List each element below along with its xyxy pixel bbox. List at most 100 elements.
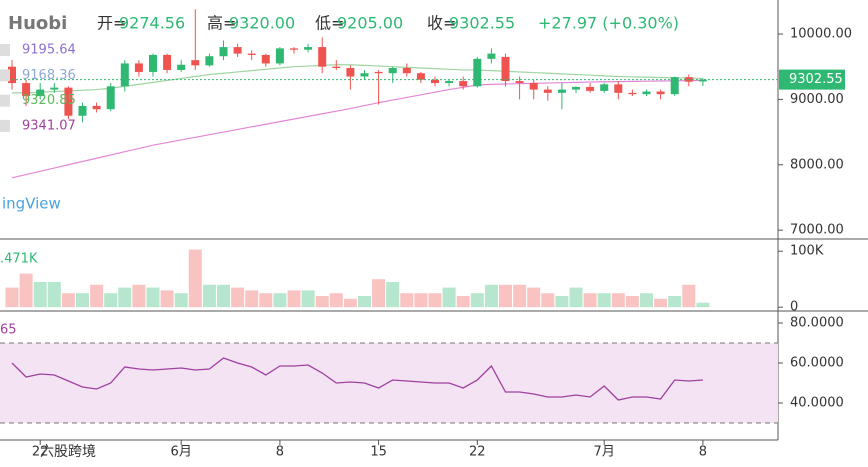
- volume-bar: [217, 284, 230, 308]
- candle-body: [614, 84, 623, 93]
- indicator-value: 9320.85: [22, 93, 76, 108]
- volume-bar: [414, 293, 428, 308]
- candle-body: [628, 92, 637, 95]
- volume-bar: [104, 293, 118, 308]
- moving-average: [12, 64, 703, 94]
- candle-body: [92, 105, 101, 110]
- candle-body: [459, 81, 468, 87]
- moving-average: [11, 79, 703, 179]
- candle-body: [600, 84, 609, 91]
- x-tick-label: 8: [699, 445, 707, 460]
- volume-bar: [132, 284, 146, 308]
- exchange-name: Huobi: [8, 13, 67, 34]
- volume-bar: [569, 287, 583, 308]
- volume-bar: [583, 293, 597, 308]
- volume-bar: [259, 293, 273, 308]
- volume-bar: [470, 293, 484, 308]
- volume-bar: [386, 282, 400, 308]
- volume-bar: [315, 296, 329, 308]
- volume-bar: [654, 298, 668, 308]
- candle-body: [64, 87, 73, 116]
- y-tick-label: 0: [790, 300, 798, 315]
- x-tick-label: 8: [276, 445, 284, 460]
- candle-body: [515, 81, 524, 84]
- volume-bar: [372, 279, 386, 308]
- candle-body: [8, 66, 16, 84]
- volume-bar: [597, 293, 611, 308]
- y-tick-label: 10000.00: [790, 27, 852, 42]
- volume-bar: [146, 287, 160, 308]
- volume-value: .471K: [0, 252, 38, 267]
- candle-body: [670, 77, 679, 95]
- volume-bar: [329, 293, 343, 308]
- volume-bar: [499, 284, 512, 308]
- volume-bar: [61, 293, 75, 308]
- candle-body: [219, 47, 228, 57]
- ohlc-label: 低=: [315, 14, 344, 33]
- y-tick-label: 40.0000: [790, 396, 844, 411]
- x-tick-label: 22: [32, 445, 49, 460]
- volume-bar: [273, 293, 287, 308]
- indicator-value: 9168.36: [22, 68, 76, 83]
- x-tick-label: 6月: [171, 445, 192, 460]
- candle-body: [557, 89, 566, 93]
- candle-body: [501, 56, 510, 82]
- indicator-value: 9195.64: [22, 43, 76, 58]
- indicator-icon: [0, 94, 10, 107]
- last-price-label: 9302.55: [789, 72, 843, 87]
- candle-body: [233, 47, 242, 54]
- ohlc-label: 收=: [427, 14, 456, 33]
- candle-body: [529, 83, 538, 90]
- ohlc-label: 高=: [207, 14, 236, 33]
- candle-body: [388, 68, 397, 74]
- volume-bar: [5, 287, 19, 308]
- volume-bar: [513, 284, 527, 308]
- volume-bar: [245, 290, 259, 308]
- candle-body: [402, 68, 411, 74]
- volume-bar: [625, 296, 639, 308]
- y-tick-label: 100K: [790, 244, 824, 259]
- candle-body: [346, 68, 355, 77]
- volume-bar: [555, 296, 569, 308]
- volume-bar: [400, 293, 414, 308]
- candle-body: [149, 54, 157, 72]
- y-tick-label: 8000.00: [790, 157, 844, 172]
- volume-bar: [188, 249, 202, 308]
- ohlc-value: 9320.00: [229, 14, 295, 33]
- volume-bar: [160, 290, 174, 308]
- volume-bar: [343, 298, 357, 308]
- candle-body: [698, 79, 707, 82]
- candle-body: [360, 73, 369, 77]
- candle-body: [543, 89, 552, 93]
- volume-bar: [19, 273, 33, 308]
- candle-body: [163, 54, 172, 70]
- candle-body: [572, 86, 580, 90]
- indicator-value: 9341.07: [22, 118, 76, 133]
- y-tick-label: 7000.00: [790, 223, 844, 238]
- volume-bar: [202, 284, 216, 308]
- candle-body: [431, 79, 439, 84]
- ohlc-label: 开=: [97, 14, 126, 33]
- y-tick-label: 60.0000: [790, 356, 844, 371]
- candle-body: [134, 63, 143, 72]
- volume-bar: [358, 296, 371, 308]
- volume-bar: [76, 293, 89, 308]
- volume-bar: [118, 287, 132, 308]
- volume-bar: [174, 293, 188, 308]
- volume-bar: [428, 293, 442, 308]
- indicator-icon: [0, 44, 10, 56]
- y-tick-label: 9000.00: [790, 92, 844, 107]
- candle-body: [374, 71, 383, 74]
- rsi-line: [11, 357, 703, 401]
- candle-body: [275, 48, 284, 64]
- candle-body: [290, 48, 298, 50]
- candle-body: [304, 47, 313, 50]
- candle-body: [318, 47, 327, 67]
- watermark: 六股跨境: [40, 444, 96, 460]
- watermark: ingView: [2, 195, 61, 213]
- candle-body: [445, 81, 454, 84]
- candle-body: [78, 105, 87, 116]
- candle-body: [120, 63, 129, 87]
- ohlc-value: 9274.56: [119, 14, 185, 33]
- candle-body: [22, 83, 31, 97]
